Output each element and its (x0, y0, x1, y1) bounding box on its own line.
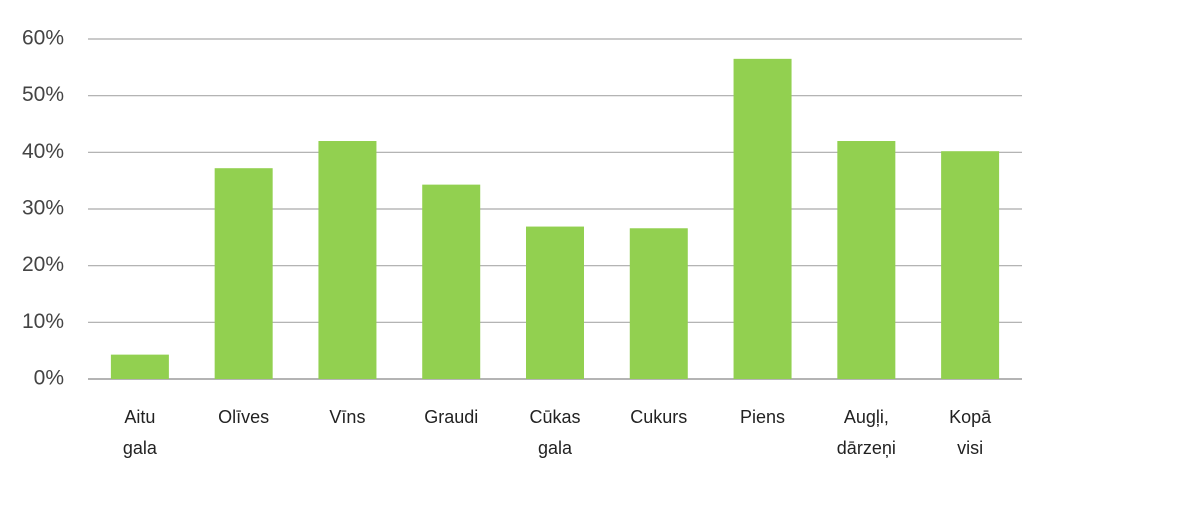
bar (629, 228, 688, 379)
bar (110, 354, 169, 379)
y-tick-label: 30% (22, 197, 64, 220)
y-tick-label: 40% (22, 140, 64, 163)
x-tick-label: Piens (740, 407, 785, 427)
x-tick-label: Augļi, dārzeņi (837, 407, 896, 458)
y-tick-label: 0% (34, 367, 64, 390)
x-tick-label: Cūkas gala (529, 407, 580, 458)
bar (422, 184, 481, 379)
y-tick-label: 10% (22, 310, 64, 333)
x-tick-label: Vīns (329, 407, 365, 427)
y-tick-label: 20% (22, 253, 64, 276)
x-tick-label: Aitu gala (123, 407, 158, 458)
y-tick-label: 50% (22, 83, 64, 106)
bar (733, 58, 792, 379)
x-tick-label: Kopā visi (949, 407, 992, 458)
x-tick-label: Graudi (424, 407, 478, 427)
y-tick-label: 60% (22, 27, 64, 50)
bar (941, 151, 1000, 379)
bar (837, 141, 896, 379)
bar (214, 168, 273, 379)
x-tick-label: Cukurs (630, 407, 687, 427)
bar (318, 141, 377, 379)
x-tick-label: Olīves (218, 407, 269, 427)
bar (526, 226, 584, 379)
